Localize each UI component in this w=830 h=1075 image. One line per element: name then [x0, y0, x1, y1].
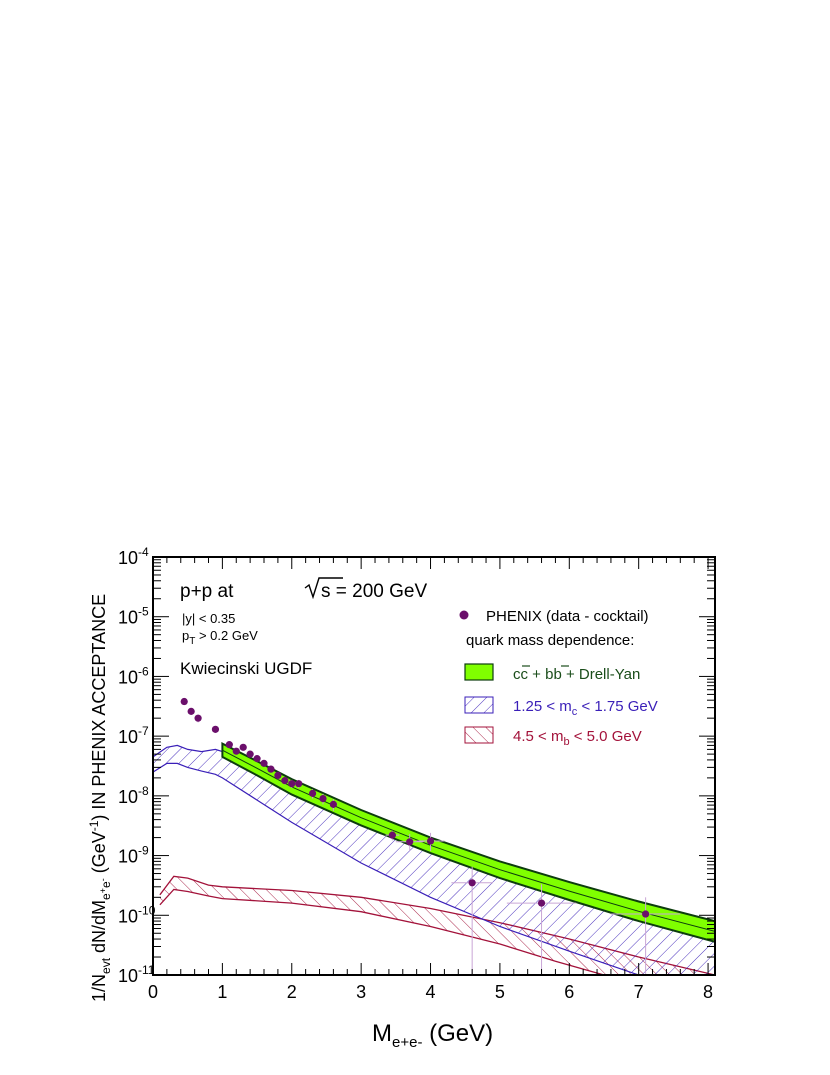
data-point: [288, 779, 296, 789]
data-point-marker: [180, 697, 188, 706]
charm-band-fill: [153, 745, 715, 975]
pt-cut: pT > 0.2 GeV: [182, 628, 258, 647]
data-point-marker: [246, 750, 254, 758]
x-tick-label: 1: [217, 982, 227, 1002]
data-point-marker: [308, 789, 317, 797]
y-tick-label: 10-11: [118, 963, 155, 986]
sqrt-symbol: [304, 577, 343, 600]
data-point: [385, 830, 400, 841]
x-tick-label: 5: [495, 982, 505, 1002]
x-axis-title: Me+e- (GeV): [372, 1020, 493, 1051]
x-tick-label: 7: [634, 982, 644, 1002]
data-point: [281, 777, 289, 785]
data-point: [180, 697, 188, 706]
y-tick-label: 10-8: [118, 784, 149, 807]
data-point-marker: [642, 910, 650, 918]
data-point-marker: [260, 759, 268, 767]
data-point-marker: [468, 879, 476, 887]
data-point-marker: [288, 780, 296, 788]
y-tick-labels: 10-11 10-10 10-9 10-8 10-7 10-6 10-5 10-4: [118, 545, 156, 986]
data-point: [451, 866, 493, 975]
x-tick-label: 0: [148, 982, 158, 1002]
data-point-marker: [406, 838, 414, 846]
data-point-marker: [239, 743, 247, 751]
legend-phenix-label: PHENIX (data - cocktail): [486, 608, 649, 625]
data-point: [416, 832, 445, 851]
x-tick-label: 2: [287, 982, 297, 1002]
model-label: Kwiecinski UGDF: [180, 659, 312, 678]
data-point: [246, 750, 254, 758]
data-point: [225, 741, 233, 749]
data-point-marker: [295, 780, 303, 788]
data-point: [239, 743, 247, 751]
data-point-marker: [267, 765, 275, 773]
data-point: [232, 747, 240, 755]
plot-frame: [152, 556, 716, 976]
data-point-marker: [426, 837, 435, 845]
legend: PHENIX (data - cocktail) quark mass depe…: [459, 608, 658, 748]
axis-ticks: [152, 557, 715, 976]
data-points: [180, 697, 681, 975]
system-label: p+p at: [180, 581, 234, 602]
bottom-band-lower-edge: [159, 888, 605, 975]
y-tick-label: 10-5: [118, 605, 149, 628]
data-point-marker: [225, 741, 233, 749]
y-tick-label: 10-6: [118, 664, 149, 687]
data-point: [610, 897, 681, 975]
y-axis-title: 1/Nevt dN/dMe+e- (GeV-1) IN PHENIX ACCEP…: [87, 594, 113, 1002]
legend-bottom-label: 4.5 < mb < 5.0 GeV: [513, 728, 642, 748]
legend-total-label: cc + bb + Drell-Yan: [513, 666, 640, 683]
data-point: [253, 755, 261, 763]
data-point: [187, 707, 195, 715]
bands: [153, 741, 715, 975]
data-point-marker: [211, 725, 220, 733]
data-point: [194, 714, 202, 723]
data-point: [506, 884, 577, 975]
data-point-marker: [253, 755, 261, 763]
cbar: c: [521, 666, 529, 683]
data-point-marker: [388, 831, 396, 839]
data-point: [211, 725, 220, 733]
x-tick-label: 8: [703, 982, 713, 1002]
data-point: [295, 779, 303, 789]
data-point-marker: [537, 899, 546, 907]
data-point: [267, 765, 275, 773]
y-tick-label: 10-10: [118, 903, 156, 926]
legend-header: quark mass dependence:: [466, 632, 634, 649]
data-point: [395, 833, 424, 851]
legend-bottom-swatch: [464, 726, 494, 744]
data-point: [329, 799, 337, 811]
y-tick-label: 10-9: [118, 844, 149, 867]
x-tick-label: 3: [356, 982, 366, 1002]
legend-total-swatch: [464, 663, 494, 681]
x-tick-labels: 0 1 2 3 4 5 6 7 8: [148, 982, 713, 1002]
legend-charm-label: 1.25 < mc < 1.75 GeV: [513, 698, 658, 718]
x-tick-label: 4: [426, 982, 436, 1002]
data-point: [319, 793, 327, 805]
y-tick-label: 10-4: [118, 545, 149, 568]
data-point-marker: [232, 747, 240, 755]
y-tick-label: 10-7: [118, 724, 149, 747]
data-point: [308, 789, 317, 799]
data-point: [260, 759, 268, 767]
rapidity-cut: |y| < 0.35: [182, 611, 235, 626]
legend-phenix-marker: [459, 610, 469, 620]
x-tick-label: 6: [564, 982, 574, 1002]
data-point-marker: [319, 794, 327, 803]
charm-band-lower-edge: [153, 762, 715, 975]
legend-charm-swatch: [464, 696, 494, 714]
data-point-marker: [274, 771, 282, 780]
data-point-marker: [281, 777, 289, 785]
plot-area: [153, 697, 715, 975]
data-point-marker: [187, 707, 195, 715]
energy-label: s = 200 GeV: [321, 581, 427, 602]
total-band: [221, 741, 715, 943]
data-point-marker: [194, 714, 202, 722]
data-point-marker: [329, 800, 337, 808]
data-point: [274, 771, 282, 780]
